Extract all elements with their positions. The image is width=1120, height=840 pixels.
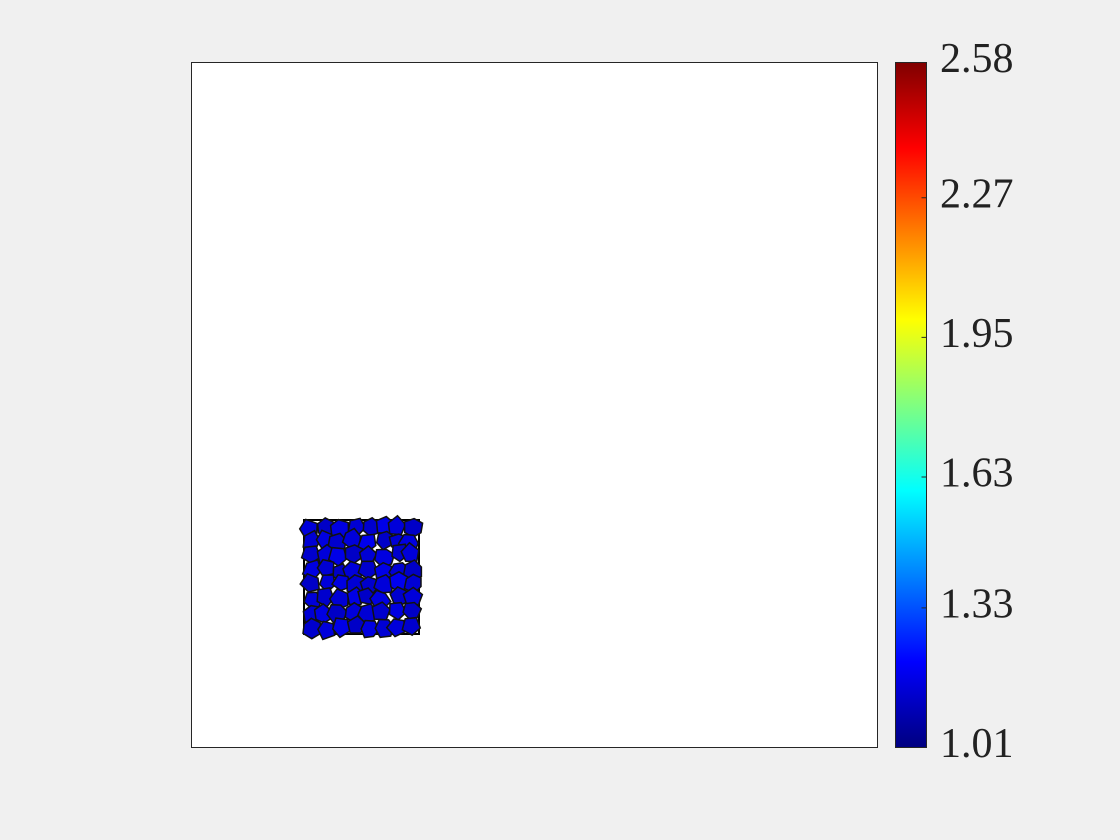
cell xyxy=(388,601,408,621)
colorbar xyxy=(895,62,927,748)
cell xyxy=(403,517,424,539)
colorbar-tick-label: 1.33 xyxy=(940,582,1014,628)
colorbar-tick-label: 2.58 xyxy=(940,36,1014,82)
colorbar-tick-label: 2.27 xyxy=(940,171,1014,217)
cell xyxy=(331,617,351,639)
cell xyxy=(316,558,335,577)
colorbar-tick-label: 1.01 xyxy=(940,721,1014,767)
cell xyxy=(316,587,335,608)
cell xyxy=(385,618,407,638)
colorbar-tick-label: 1.63 xyxy=(940,451,1014,497)
colorbar-tick-label: 1.95 xyxy=(940,311,1014,357)
cell xyxy=(401,616,422,637)
cell xyxy=(360,619,380,639)
axes xyxy=(191,62,878,748)
